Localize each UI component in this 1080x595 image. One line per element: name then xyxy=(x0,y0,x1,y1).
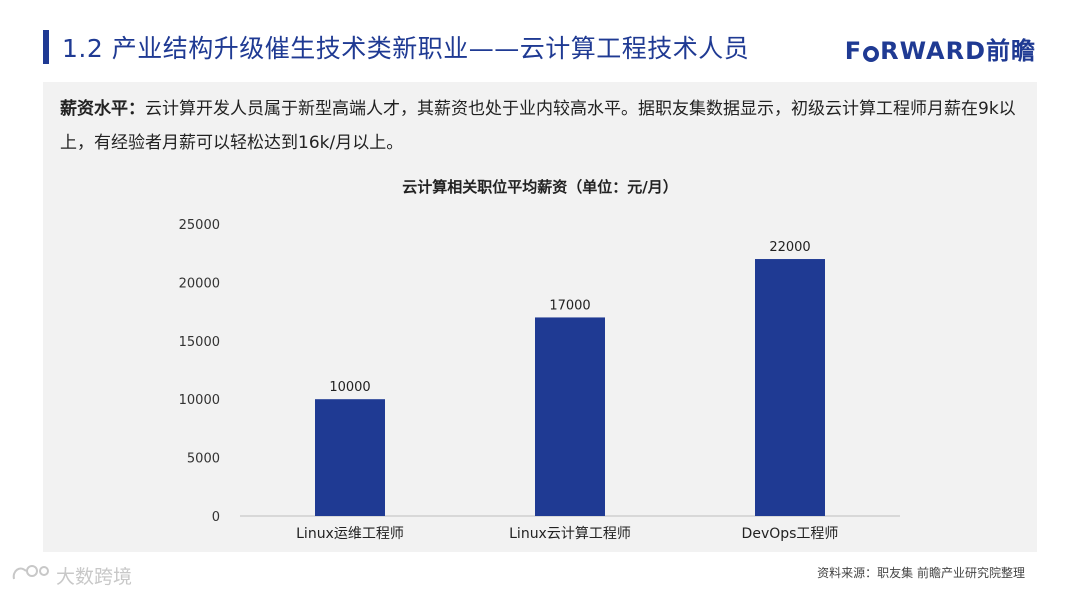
description-label: 薪资水平： xyxy=(60,99,145,119)
bar xyxy=(315,399,385,516)
logo-latin-post: RWARD xyxy=(880,37,986,65)
page-title: 1.2 产业结构升级催生技术类新职业——云计算工程技术人员 xyxy=(62,34,750,63)
brand-watermark: 大数跨境 xyxy=(10,562,132,589)
source-note: 资料来源：职友集 前瞻产业研究院整理 xyxy=(817,566,1025,580)
bar xyxy=(755,259,825,516)
x-tick-label: DevOps工程师 xyxy=(742,526,839,542)
brand-logo-icon xyxy=(10,563,50,588)
data-label: 17000 xyxy=(549,298,590,313)
bar xyxy=(535,317,605,516)
title-accent-bar xyxy=(43,30,49,64)
brand-name: 大数跨境 xyxy=(56,566,133,588)
footer-bar xyxy=(0,556,1080,595)
description-text: 云计算开发人员属于新型高端人才，其薪资也处于业内较高水平。据职友集数据显示，初级… xyxy=(60,99,1016,153)
logo-cn: 前瞻 xyxy=(986,37,1036,65)
y-tick-label: 15000 xyxy=(179,335,220,350)
salary-chart: 云计算相关职位平均薪资（单位：元/月） 0 5000 10000 15000 20000… xyxy=(160,172,920,552)
forward-logo: F RWARD前瞻 xyxy=(845,31,1036,66)
data-label: 22000 xyxy=(769,240,810,255)
logo-latin-pre: F xyxy=(844,37,863,65)
y-tick-label: 20000 xyxy=(179,276,220,291)
y-tick-label: 10000 xyxy=(179,393,220,408)
x-tick-label: Linux云计算工程师 xyxy=(509,526,631,542)
y-tick-label: 5000 xyxy=(187,452,220,467)
description: 薪资水平：云计算开发人员属于新型高端人才，其薪资也处于业内较高水平。据职友集数据… xyxy=(60,92,1020,160)
data-label: 10000 xyxy=(329,380,370,395)
x-tick-label: Linux运维工程师 xyxy=(296,526,404,542)
chart-title: 云计算相关职位平均薪资（单位：元/月） xyxy=(402,178,678,196)
chart-svg: 0 5000 10000 15000 20000 25000 10000 Linux运维工程师… xyxy=(179,218,900,542)
y-tick-label: 0 xyxy=(212,510,220,525)
logo-o-ring-icon xyxy=(863,46,880,62)
y-tick-label: 25000 xyxy=(179,218,220,233)
